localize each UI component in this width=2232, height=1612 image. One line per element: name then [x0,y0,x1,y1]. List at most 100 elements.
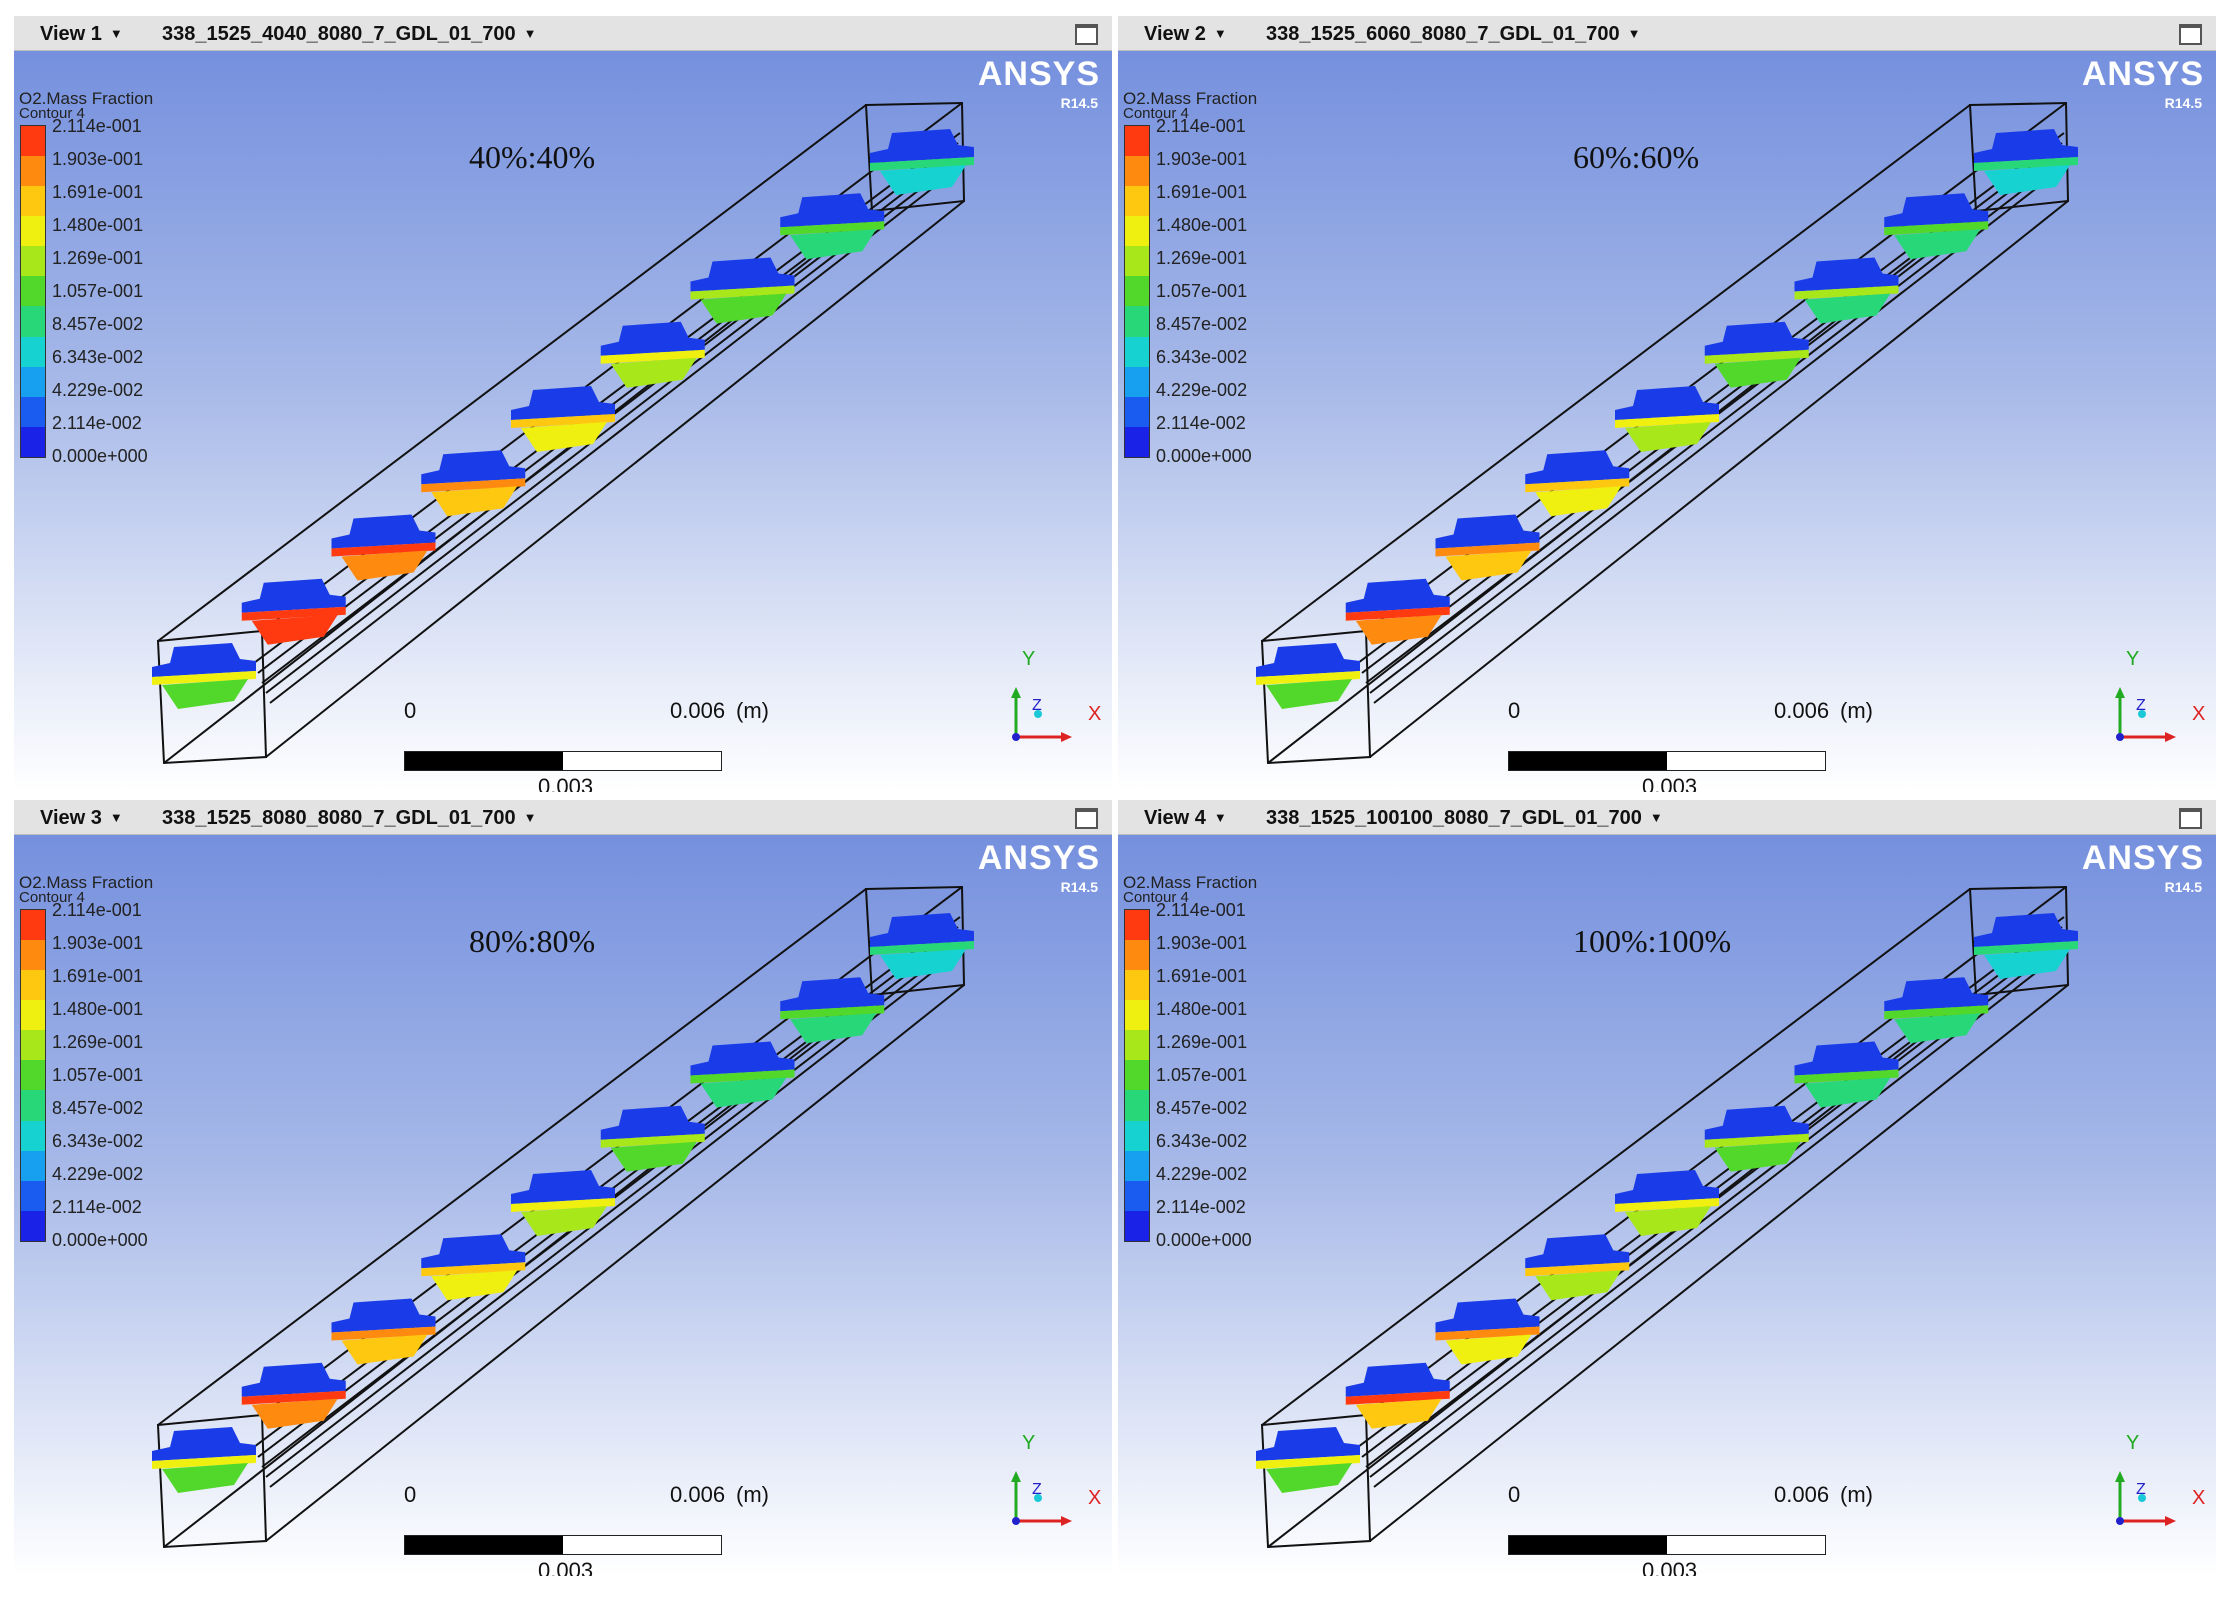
channel-segment [331,1298,436,1365]
channel-segment [870,129,974,195]
3d-viewport[interactable]: O2.Mass Fraction Contour 4 2.114e-001 1.9… [1118,835,2216,1576]
channel-segment [1794,1041,1899,1108]
color-bar [1124,125,1150,458]
3d-viewport[interactable]: O2.Mass Fraction Contour 4 2.114e-001 1.9… [14,835,1112,1576]
view-selector[interactable]: View 1 ▼ [40,23,123,46]
color-bar-segment [21,216,45,247]
scale-right-label: 0.006 [670,1482,726,1507]
channel-segment [780,977,885,1044]
color-bar-segment [1125,1030,1149,1061]
legend-tick-label: 1.903e-001 [52,933,144,953]
color-bar-segment [1125,1210,1149,1241]
color-bar-segment [1125,246,1149,277]
3d-viewport[interactable]: O2.Mass Fraction Contour 4 2.114e-001 1.9… [14,51,1112,792]
case-selector[interactable]: 338_1525_4040_8080_7_GDL_01_700 ▼ [162,23,537,46]
scale-bar [404,1535,722,1555]
view-selector[interactable]: View 2 ▼ [1144,23,1227,46]
legend-subtitle: Contour 4 [1123,105,1189,122]
scale-mid-label: 0.003 [538,1558,594,1576]
axis-z-label: Z [1032,1481,1042,1498]
inlet-segment [152,1427,256,1493]
legend-tick-label: 0.000e+000 [52,446,148,466]
legend-ticks: 2.114e-001 1.903e-001 1.691e-001 1.480e-001… [1156,901,1296,1250]
color-bar-segment [1125,970,1149,1001]
channel-segment [241,578,346,645]
color-bar-segment [21,186,45,217]
scale-mid-label: 0.003 [1642,1558,1698,1576]
view-selector[interactable]: View 4 ▼ [1144,807,1227,830]
maximize-icon[interactable] [1075,24,1098,45]
color-bar-segment [21,366,45,397]
legend-ticks: 2.114e-001 1.903e-001 1.691e-001 1.480e-001… [52,901,192,1249]
color-bar-segment [1125,1000,1149,1031]
viewport-panel-3[interactable]: View 3 ▼ 338_1525_8080_8080_7_GDL_01_700 ▼… [14,800,1112,1576]
viewport-panel-4[interactable]: View 4 ▼ 338_1525_100100_8080_7_GDL_01_70… [1118,800,2216,1576]
channel-segment [690,257,795,324]
viewport-panel-1[interactable]: View 1 ▼ 338_1525_4040_8080_7_GDL_01_700 ▼… [14,16,1112,792]
viewport-title-bar: View 3 ▼ 338_1525_8080_8080_7_GDL_01_700 ▼ [14,800,1112,835]
channel-segment [1345,1362,1450,1429]
color-bar-segment [21,306,45,337]
channel-segment [1525,1234,1630,1301]
legend-tick-label: 2.114e-001 [1156,116,1246,136]
viewport-panel-2[interactable]: View 2 ▼ 338_1525_6060_8080_7_GDL_01_700 ▼… [1118,16,2216,792]
case-selector[interactable]: 338_1525_6060_8080_7_GDL_01_700 ▼ [1266,23,1641,46]
scale-left-label: 0 [1508,1482,1521,1507]
ansys-version: R14.5 [1060,879,1098,895]
channel-segment [1974,129,2078,195]
legend-tick-label: 1.480e-001 [52,215,144,235]
case-name: 338_1525_4040_8080_7_GDL_01_700 [162,23,516,45]
scale-unit-label: (m) [736,1482,769,1507]
color-bar-segment [1125,126,1149,157]
chevron-down-icon: ▼ [1627,26,1641,41]
color-bar-segment [21,1060,45,1091]
scale-bar [1508,751,1826,771]
channel-segment [1794,257,1899,324]
color-bar-segment [1125,910,1149,941]
channel-segment [1884,977,1989,1044]
case-selector[interactable]: 338_1525_100100_8080_7_GDL_01_700 ▼ [1266,807,1663,830]
color-bar-segment [21,336,45,367]
legend-tick-label: 8.457e-002 [1156,1098,1248,1118]
legend-tick-label: 0.000e+000 [1156,1230,1252,1250]
scale-right-label: 0.006 [1774,1482,1830,1507]
legend-tick-label: 1.903e-001 [1156,149,1248,169]
channel-segment [331,514,436,581]
legend-title: O2.Mass Fraction [1123,89,1258,108]
ansys-version: R14.5 [2164,879,2202,895]
inlet-segment [1256,643,1360,709]
channel-segment [241,1362,346,1429]
color-bar-segment [1125,396,1149,427]
maximize-icon[interactable] [2179,808,2202,829]
case-selector[interactable]: 338_1525_8080_8080_7_GDL_01_700 ▼ [162,807,537,830]
legend-ticks: 2.114e-001 1.903e-001 1.691e-001 1.480e-001… [52,117,192,466]
color-bar-segment [1125,186,1149,217]
color-bar-segment [21,970,45,1001]
case-ratio-label: 100%:100% [1573,923,1732,959]
ansys-version: R14.5 [2164,95,2202,111]
view-selector[interactable]: View 3 ▼ [40,807,123,830]
3d-viewport[interactable]: O2.Mass Fraction Contour 4 2.114e-001 1.9… [1118,51,2216,792]
axis-y-label: Y [1022,1432,1036,1454]
chevron-down-icon: ▼ [523,26,537,41]
legend-tick-label: 1.057e-001 [1156,1065,1248,1085]
color-bar-segment [1125,426,1149,457]
legend-tick-label: 6.343e-002 [1156,1131,1248,1151]
legend-tick-label: 1.691e-001 [1156,182,1248,202]
color-bar-segment [21,1030,45,1061]
channel-segment [1435,514,1540,581]
maximize-icon[interactable] [1075,808,1098,829]
case-ratio-label: 80%:80% [469,923,596,959]
channel-segment [511,386,615,452]
channel-segment [780,193,885,260]
maximize-icon[interactable] [2179,24,2202,45]
channel-segment [600,1105,705,1172]
channel-segment [1345,578,1450,645]
color-bar-segment [1125,1060,1149,1091]
legend-tick-label: 2.114e-002 [1156,413,1246,433]
legend-tick-label: 8.457e-002 [52,314,144,334]
legend-tick-label: 1.269e-001 [1156,248,1248,268]
color-bar-segment [1125,216,1149,247]
chevron-down-icon: ▼ [109,810,123,825]
legend-tick-label: 1.269e-001 [1156,1032,1248,1052]
